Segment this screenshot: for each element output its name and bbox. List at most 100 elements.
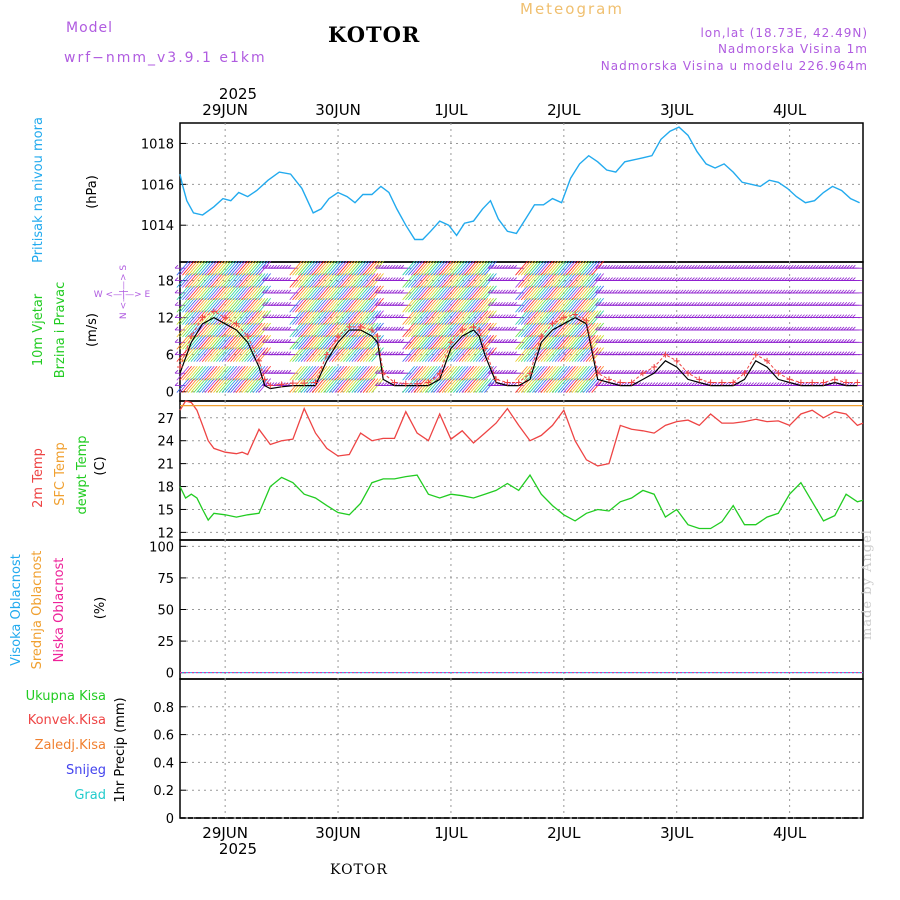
wind-barb-tick xyxy=(818,277,822,281)
wind-barb-tick xyxy=(708,326,712,331)
wind-barb-tick xyxy=(646,339,650,343)
wind-barb xyxy=(405,310,418,325)
wind-barb xyxy=(568,322,582,338)
wind-barb-tick xyxy=(840,301,845,306)
wind-barb-tick xyxy=(742,301,746,306)
wind-barb-tick xyxy=(499,326,503,331)
wind-gust-marker xyxy=(741,370,748,377)
wind-barb xyxy=(224,285,238,301)
wind-barb xyxy=(320,297,334,313)
wind-barb xyxy=(348,347,362,362)
wind-barb-tick xyxy=(688,351,692,355)
wind-barb-tick xyxy=(640,339,644,343)
wind-barb xyxy=(190,335,204,350)
wind-barb-tick xyxy=(487,351,492,355)
wind-barb xyxy=(441,260,455,276)
wind-barb-tick xyxy=(629,301,633,306)
wind-barb-tick xyxy=(643,264,647,269)
wind-barb xyxy=(441,285,455,301)
wind-barb-tick xyxy=(821,351,825,355)
wind-barb-tick xyxy=(736,369,740,374)
wind-barb-tick xyxy=(742,326,746,331)
wind-barb xyxy=(176,285,190,301)
wind-barb-tick xyxy=(496,351,501,355)
wind-barb-tick xyxy=(696,264,701,269)
wind-barb-tick xyxy=(377,314,382,318)
wind-barb xyxy=(529,310,542,325)
wind-barb-tick xyxy=(835,314,839,318)
wind-barb-tick xyxy=(267,369,272,374)
temp-2m-line xyxy=(179,400,864,467)
wind-barb-tick xyxy=(270,301,275,306)
wind-barb xyxy=(523,297,537,313)
wind-barb xyxy=(227,335,240,350)
wind-barb xyxy=(320,285,334,301)
wind-barb xyxy=(475,273,489,288)
wind-barb-tick xyxy=(513,301,517,306)
wind-barb-tick xyxy=(798,314,803,318)
wind-gust-marker xyxy=(639,370,646,377)
wind-barb-tick xyxy=(829,289,834,294)
wind-barb xyxy=(560,378,573,393)
wind-barb xyxy=(574,335,588,350)
wind-barb xyxy=(523,260,537,276)
wind-barb-tick xyxy=(279,314,283,318)
wind-barb-tick xyxy=(273,289,278,294)
wind-barb xyxy=(292,335,305,350)
wind-barb-tick xyxy=(730,289,735,294)
wind-barb xyxy=(422,273,435,288)
wind-barb-tick xyxy=(284,301,289,306)
wind-barb-tick xyxy=(606,351,611,355)
wind-barb xyxy=(478,297,492,313)
wind-barb-tick xyxy=(279,289,283,294)
wind-barb-tick xyxy=(386,369,390,374)
wind-barb xyxy=(450,273,463,288)
wind-barb xyxy=(560,297,573,313)
wind-barb xyxy=(543,273,557,288)
wind-barb-tick xyxy=(265,369,269,374)
wind-barb xyxy=(362,310,376,325)
wind-barb-tick xyxy=(287,314,292,318)
wind-barb xyxy=(196,273,209,288)
wind-barb-tick xyxy=(702,277,707,281)
wind-barb xyxy=(557,273,571,288)
wind-barb-tick xyxy=(725,277,729,281)
wind-barb-tick xyxy=(823,339,828,343)
wind-barb-tick xyxy=(843,301,848,306)
wind-barb-tick xyxy=(400,289,405,294)
mid-cloud-label: Srednja Oblacnost xyxy=(30,551,45,670)
wind-barb-tick xyxy=(626,289,630,294)
wind-barb-tick xyxy=(671,339,676,343)
wind-barb xyxy=(292,310,305,325)
wind-barb-tick xyxy=(744,382,749,386)
wind-gust-marker xyxy=(267,382,274,389)
wind-barb xyxy=(472,365,486,381)
wind-barb xyxy=(184,347,198,362)
wind-barb xyxy=(577,322,590,338)
wind-barb-tick xyxy=(787,301,791,306)
wind-barb xyxy=(410,310,424,325)
wind-barb xyxy=(176,297,190,313)
y-tick-label: 75 xyxy=(157,572,174,587)
wind-barb-tick xyxy=(281,326,286,331)
wind-barb-tick xyxy=(496,314,501,318)
wind-barb xyxy=(563,378,576,393)
wind-barb xyxy=(543,365,557,381)
wind-gust-marker xyxy=(289,380,296,387)
wind-barb xyxy=(455,347,469,362)
wind-barb-tick xyxy=(631,326,636,331)
wind-barb-tick xyxy=(270,277,275,281)
wind-barb-tick xyxy=(727,369,732,374)
wind-barb-tick xyxy=(688,301,692,306)
wind-barb-tick xyxy=(276,314,280,318)
wind-barb-tick xyxy=(648,351,653,355)
wind-barb xyxy=(557,297,571,313)
wind-barb-tick xyxy=(600,301,605,306)
wind-barb-tick xyxy=(778,264,783,269)
wind-barb-tick xyxy=(840,339,845,343)
wind-barb-tick xyxy=(510,289,515,294)
wind-barb-tick xyxy=(835,264,839,269)
wind-barb xyxy=(334,285,348,301)
wind-barb xyxy=(557,335,571,350)
wind-barb xyxy=(244,310,257,325)
